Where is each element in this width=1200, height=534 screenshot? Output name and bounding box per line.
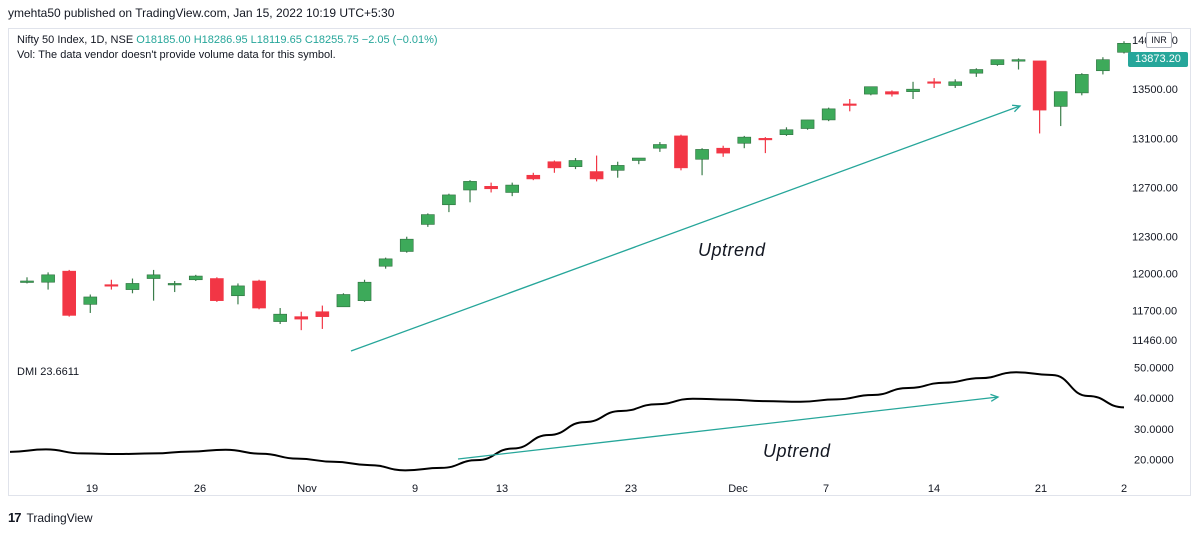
candle [357,279,372,302]
price-tick: 13500.00 [1132,84,1178,96]
time-tick: 13 [496,483,508,495]
candle [779,127,794,136]
symbol-label: Nifty 50 Index, 1D, NSE [17,34,134,46]
candle [990,59,1005,66]
candle [421,213,435,227]
candle [1075,73,1089,96]
lower-trend-arrow [457,393,1000,460]
close-value: C18255.75 [304,34,359,46]
candle [505,182,520,197]
candle [842,99,857,112]
candle [526,172,541,181]
candle [210,277,224,302]
candle [716,145,730,157]
volume-note: Vol: The data vendor doesn't provide vol… [17,49,336,61]
time-tick: 9 [412,483,418,495]
currency-badge[interactable]: INR [1146,32,1172,48]
upper-trend-arrow [350,104,1022,352]
high-value: H18286.95 [193,34,248,46]
candle [695,148,709,176]
candle [737,135,752,149]
time-tick: Nov [297,483,317,495]
last-price-badge: 13873.20 [1128,52,1188,67]
candle [568,158,583,170]
candle [273,308,287,325]
candle [906,81,920,100]
candle [674,134,688,171]
dmi-tick: 50.0000 [1134,362,1174,374]
time-tick: Dec [728,483,748,495]
candle [1032,60,1047,134]
candle [399,236,414,253]
candle [378,257,393,269]
time-tick: 2 [1121,483,1127,495]
candle [252,279,266,310]
brand-label: TradingView [26,510,93,525]
time-tick: 7 [823,483,829,495]
candle [969,68,984,77]
candle [821,107,836,122]
price-tick: 13100.00 [1132,133,1178,145]
candle [484,182,498,193]
candle [294,311,309,331]
price-tick: 11460.00 [1132,335,1177,347]
price-tick: 12700.00 [1132,183,1178,195]
candle [442,193,456,213]
price-tick: 12000.00 [1132,269,1178,281]
low-value: L18119.65 [250,34,302,46]
candle [62,269,76,317]
candle [800,119,815,130]
candle [463,180,477,203]
price-tick: 12300.00 [1132,232,1178,244]
candle [547,160,562,173]
candle [1096,57,1110,75]
uptrend-label-upper: Uptrend [698,240,766,260]
candle [1053,91,1068,127]
candle [146,269,161,301]
time-tick: 23 [625,483,637,495]
dmi-tick: 40.0000 [1134,393,1174,405]
time-tick: 14 [928,483,940,495]
open-value: O18185.00 [136,34,191,46]
candle [83,294,98,313]
price-tick: 11700.00 [1132,305,1177,317]
candle [125,278,140,294]
time-tick: 26 [194,483,206,495]
candle [927,78,941,88]
candle [20,277,34,284]
chart-frame [8,28,1191,496]
dmi-label: DMI 23.6611 [17,366,80,378]
candle [653,142,667,152]
ohlc-legend: Nifty 50 Index, 1D, NSE O18185.00 H18286… [17,34,438,46]
candle [104,279,119,290]
brand[interactable]: 17 TradingView [8,510,93,525]
candle [1011,58,1026,70]
dmi-tick: 20.0000 [1134,455,1174,467]
candle [231,283,245,305]
uptrend-label-lower: Uptrend [763,441,831,461]
tradingview-logo-icon: 17 [8,510,22,525]
candle [589,155,604,182]
dmi-line [9,371,1125,472]
candle [41,272,55,290]
publish-line: ymehta50 published on TradingView.com, J… [8,6,395,20]
candle [188,274,203,281]
candle [948,79,963,88]
candle [758,137,773,154]
time-tick: 19 [86,483,98,495]
candle [885,90,899,97]
dmi-tick: 30.0000 [1134,424,1174,436]
candle [167,280,182,293]
candle [336,293,351,308]
candle [1117,41,1131,54]
candle [864,86,878,96]
change-value: −2.05 (−0.01%) [361,34,438,46]
candle [631,157,646,165]
candle [610,161,625,178]
candle [315,305,330,329]
time-tick: 21 [1035,483,1047,495]
